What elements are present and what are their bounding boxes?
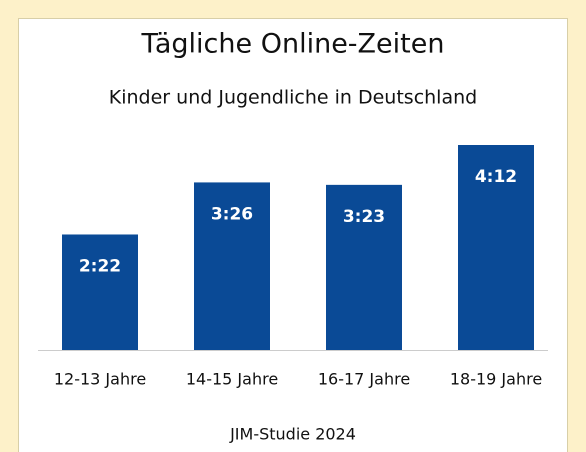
- x-tick-label: 16-17 Jahre: [318, 370, 410, 389]
- bar: [326, 184, 402, 350]
- value-label: 2:22: [79, 256, 121, 276]
- bar: [194, 182, 270, 350]
- value-label: 3:26: [211, 204, 253, 224]
- value-label: 3:23: [343, 207, 385, 227]
- bar: [458, 145, 534, 350]
- x-tick-label: 12-13 Jahre: [54, 370, 146, 389]
- value-label: 4:12: [475, 167, 517, 187]
- x-tick-label: 14-15 Jahre: [186, 370, 278, 389]
- x-tick-label: 18-19 Jahre: [450, 370, 542, 389]
- chart-subtitle: Kinder und Jugendliche in Deutschland: [109, 87, 477, 109]
- bar: [62, 234, 138, 350]
- chart-title: Tägliche Online-Zeiten: [141, 29, 445, 60]
- source: JIM-Studie 2024: [229, 425, 356, 444]
